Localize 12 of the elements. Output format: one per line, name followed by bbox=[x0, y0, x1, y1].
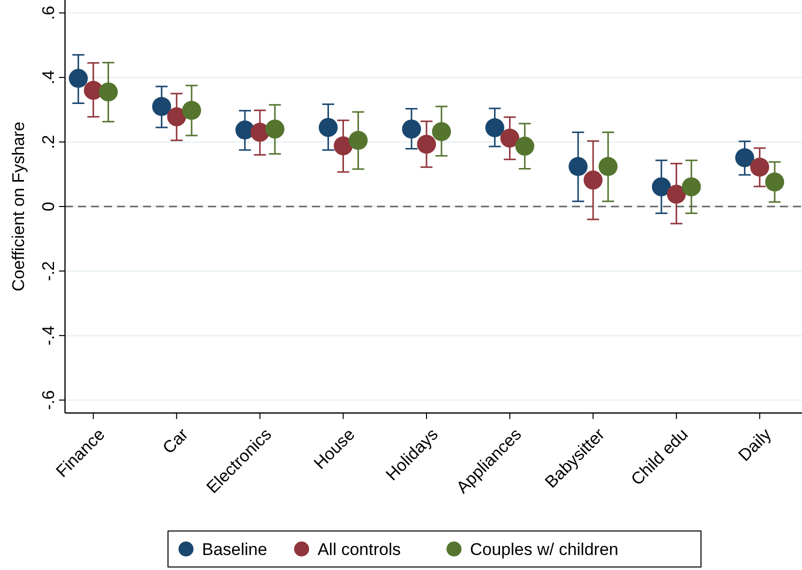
legend-label: Baseline bbox=[202, 540, 268, 559]
y-tick-label: .2 bbox=[39, 134, 58, 150]
y-tick-label: 0 bbox=[39, 202, 58, 212]
y-axis-title: Coefficient on Fyshare bbox=[9, 122, 28, 292]
y-tick-label: -.4 bbox=[39, 326, 58, 346]
legend-label: All controls bbox=[318, 540, 401, 559]
y-tick-label: -.6 bbox=[39, 390, 58, 410]
y-tick-label: .6 bbox=[39, 6, 58, 20]
y-tick-label: .4 bbox=[39, 70, 58, 85]
legend-label: Couples w/ children bbox=[470, 540, 618, 559]
y-tick-label: -.2 bbox=[39, 261, 58, 281]
x-tick-label: Car bbox=[159, 424, 192, 458]
